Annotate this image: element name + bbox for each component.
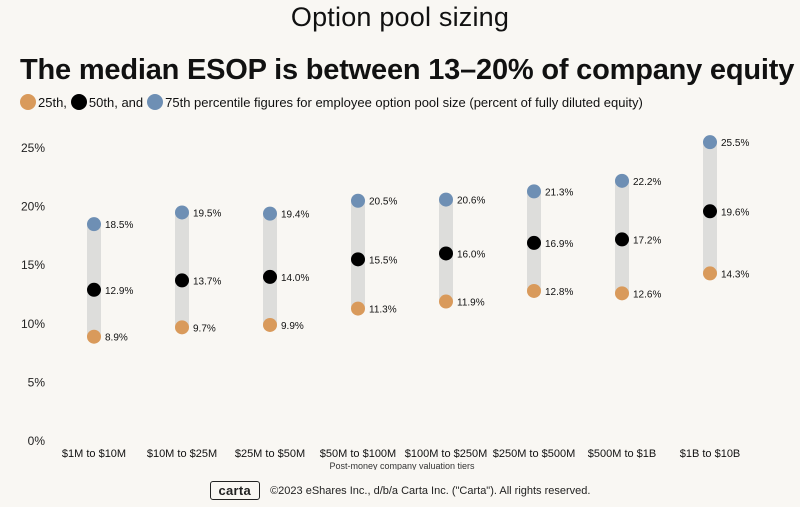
x-axis-title: Post-money company valuation tiers xyxy=(329,461,475,470)
dot-50th xyxy=(703,204,717,219)
dot-50th xyxy=(87,282,101,297)
legend-item-50th: 50th, and xyxy=(70,94,144,110)
legend-label-75th: 75th percentile figures for employee opt… xyxy=(165,94,643,110)
data-label: 14.3% xyxy=(721,269,749,280)
data-label: 9.9% xyxy=(281,321,304,332)
dot-75th xyxy=(175,205,189,220)
data-label: 12.9% xyxy=(105,286,133,297)
x-tick-label: $10M to $25M xyxy=(147,448,217,460)
y-tick-label: 10% xyxy=(21,317,45,331)
x-tick-label: $1M to $10M xyxy=(62,448,126,460)
dot-75th xyxy=(615,173,629,188)
legend-item-75th: 75th percentile figures for employee opt… xyxy=(147,94,643,110)
dot-25th xyxy=(439,294,453,309)
y-tick-label: 15% xyxy=(21,258,45,272)
legend-item-25th: 25th, xyxy=(20,94,67,110)
legend-dot-50th xyxy=(70,94,87,110)
dot-75th xyxy=(263,206,277,221)
dot-75th xyxy=(527,184,541,199)
x-tick-label: $100M to $250M xyxy=(405,448,488,460)
range-bar xyxy=(175,212,189,328)
y-tick-label: 25% xyxy=(21,141,45,155)
data-label: 16.9% xyxy=(545,239,573,250)
data-label: 21.3% xyxy=(545,187,573,198)
dot-25th xyxy=(263,317,277,332)
carta-logo: carta xyxy=(209,481,261,500)
data-label: 12.6% xyxy=(633,289,661,300)
data-label: 18.5% xyxy=(105,220,133,231)
data-label: 15.5% xyxy=(369,255,397,266)
dot-75th xyxy=(439,192,453,207)
y-tick-label: 5% xyxy=(28,375,46,389)
dot-75th xyxy=(703,135,717,150)
data-label: 17.2% xyxy=(633,235,661,246)
dot-25th xyxy=(527,283,541,298)
dot-25th xyxy=(87,329,101,344)
data-label: 19.6% xyxy=(721,207,749,218)
dot-50th xyxy=(615,232,629,247)
data-label: 25.5% xyxy=(721,138,749,149)
data-label: 19.4% xyxy=(281,210,309,221)
data-label: 16.0% xyxy=(457,249,485,260)
data-label: 22.2% xyxy=(633,177,661,188)
y-tick-label: 0% xyxy=(28,434,46,448)
legend-dot-75th xyxy=(147,94,164,110)
dot-50th xyxy=(527,235,541,250)
dot-50th xyxy=(263,269,277,284)
data-label: 11.9% xyxy=(457,298,485,309)
dot-25th xyxy=(703,266,717,281)
page-title: Option pool sizing xyxy=(290,2,510,32)
chart-title: The median ESOP is between 13–20% of com… xyxy=(20,54,795,86)
copyright-text: ©2023 eShares Inc., d/b/a Carta Inc. ("C… xyxy=(270,484,591,497)
data-label: 13.7% xyxy=(193,276,221,287)
dot-25th xyxy=(175,320,189,335)
dot-25th xyxy=(615,286,629,301)
dot-25th xyxy=(351,301,365,316)
dot-50th xyxy=(439,246,453,261)
chart: 0% 5% 10% 15% 20% 25% 8.9% 12.9% 18.5% $1M to $10… xyxy=(21,135,749,470)
range-bar xyxy=(263,213,277,325)
data-label: 12.8% xyxy=(545,287,573,298)
legend-label-50th: 50th, and xyxy=(88,94,144,110)
dot-75th xyxy=(351,193,365,208)
x-tick-label: $50M to $100M xyxy=(320,448,396,460)
x-tick-label: $25M to $50M xyxy=(235,448,305,460)
data-label: 14.0% xyxy=(281,273,309,284)
legend-label-25th: 25th, xyxy=(38,94,67,110)
x-tick-label: $1B to $10B xyxy=(680,448,741,460)
data-label: 9.7% xyxy=(193,323,216,334)
x-tick-label: $250M to $500M xyxy=(493,448,576,460)
data-label: 20.5% xyxy=(369,197,397,208)
footer: carta ©2023 eShares Inc., d/b/a Carta In… xyxy=(0,481,800,500)
legend: 25th, 50th, and 75th percentile figures … xyxy=(20,94,647,110)
data-label: 19.5% xyxy=(193,208,221,219)
y-tick-label: 20% xyxy=(21,200,45,214)
range-bar xyxy=(87,224,101,337)
dot-50th xyxy=(351,252,365,267)
data-label: 8.9% xyxy=(105,333,128,344)
data-label: 11.3% xyxy=(369,305,397,316)
data-label: 20.6% xyxy=(457,196,485,207)
dot-50th xyxy=(175,273,189,288)
x-tick-label: $500M to $1B xyxy=(588,448,657,460)
legend-dot-25th xyxy=(20,94,36,110)
dot-75th xyxy=(87,217,101,232)
